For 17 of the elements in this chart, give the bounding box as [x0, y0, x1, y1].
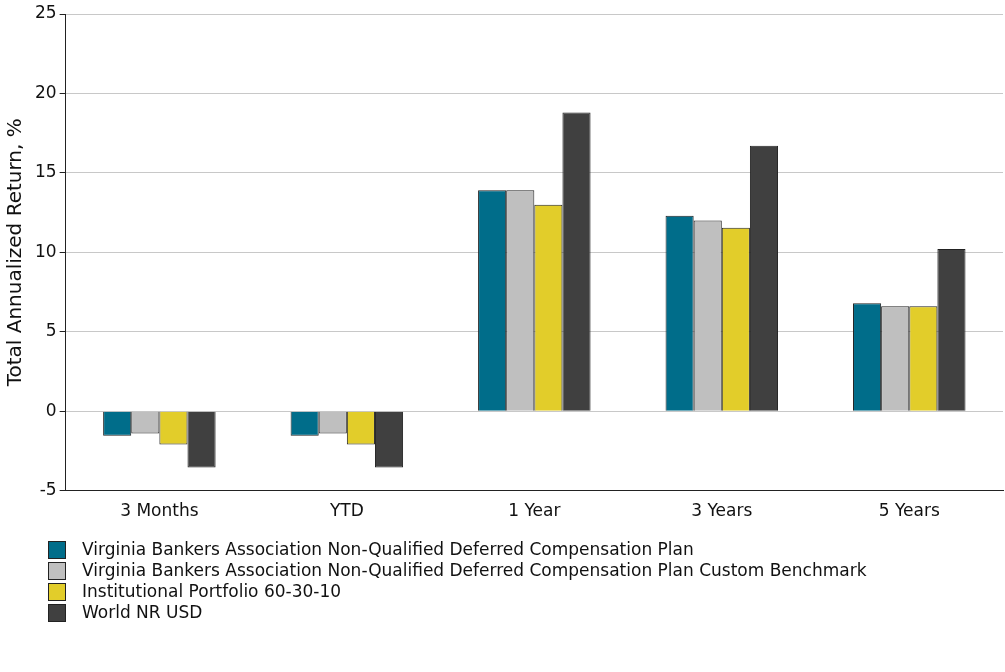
legend-label: World NR USD: [82, 602, 203, 622]
y-axis-title: Total Annualized Return, %: [2, 118, 27, 388]
legend-label: Virginia Bankers Association Non-Qualified Deferred Compensation Plan Custom Benchmark: [82, 560, 867, 580]
y-tick-label: -5: [39, 479, 57, 500]
x-tick-label: YTD: [328, 500, 364, 521]
x-tick-label: 1 Year: [508, 500, 561, 521]
x-tick-label: 3 Years: [691, 500, 753, 521]
y-tick-label: 25: [34, 2, 57, 23]
legend-label: Virginia Bankers Association Non-Qualified Deferred Compensation Plan: [82, 539, 694, 559]
x-tick-label: 5 Years: [878, 500, 940, 521]
x-tick-label: 3 Months: [120, 500, 199, 521]
y-tick-label: 5: [45, 320, 57, 341]
y-tick-label: 10: [34, 240, 57, 261]
legend-label: Institutional Portfolio 60-30-10: [82, 581, 342, 601]
y-tick-label: 0: [45, 399, 57, 420]
y-tick-label: 15: [34, 161, 57, 182]
y-tick-label: 20: [34, 81, 57, 102]
